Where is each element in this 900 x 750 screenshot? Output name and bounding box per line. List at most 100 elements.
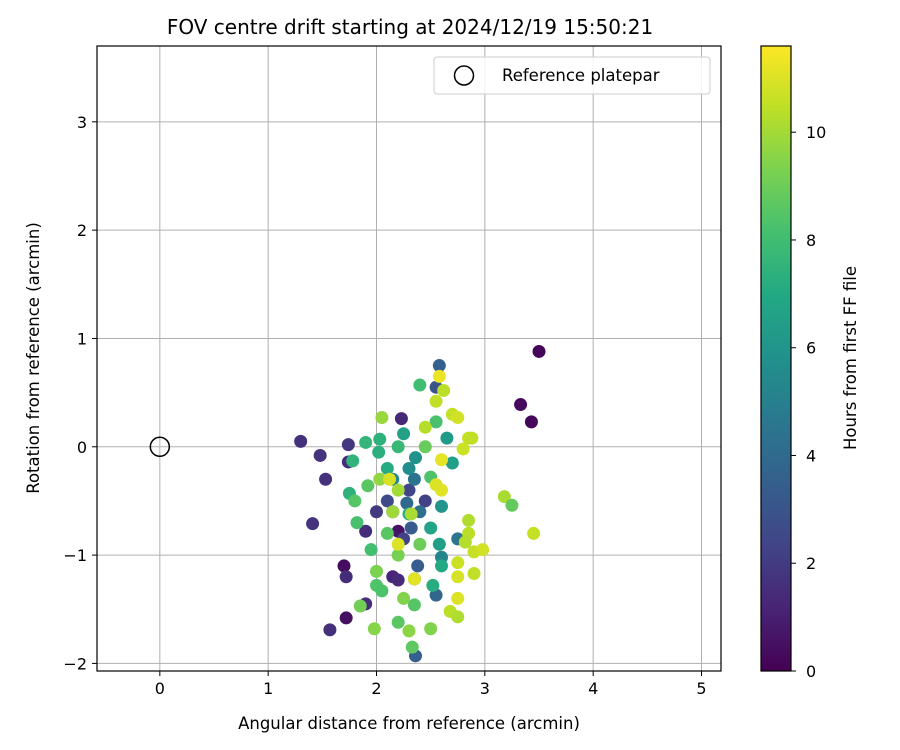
data-point xyxy=(380,461,394,475)
x-axis-label: Angular distance from reference (arcmin) xyxy=(238,714,580,733)
data-point xyxy=(437,383,451,397)
legend: Reference platepar xyxy=(433,56,711,95)
data-point xyxy=(413,378,427,392)
data-point xyxy=(418,420,432,434)
colorbar-tick-label: 0 xyxy=(806,662,816,681)
data-point xyxy=(402,624,416,638)
data-point xyxy=(451,570,465,584)
y-tick-label: 2 xyxy=(77,221,87,240)
data-point xyxy=(372,445,386,459)
x-tick-label: 5 xyxy=(696,679,706,698)
colorbar-tick-label: 2 xyxy=(806,554,816,573)
colorbar-gradient xyxy=(761,46,791,671)
data-point xyxy=(458,535,472,549)
data-point xyxy=(339,611,353,625)
data-point xyxy=(339,570,353,584)
x-tick-label: 1 xyxy=(263,679,273,698)
data-point xyxy=(413,537,427,551)
data-point xyxy=(370,564,383,578)
data-point xyxy=(404,521,418,535)
colorbar-frame xyxy=(760,45,792,672)
data-point xyxy=(476,543,490,557)
data-point xyxy=(424,521,438,535)
data-point xyxy=(341,438,355,452)
plot-frame xyxy=(96,45,722,672)
data-point xyxy=(313,448,327,462)
data-point xyxy=(407,472,421,486)
data-point xyxy=(524,415,538,429)
colorbar-tick-label: 6 xyxy=(806,339,816,358)
data-point xyxy=(391,548,405,562)
reference-marker-group xyxy=(149,436,171,458)
data-point xyxy=(451,591,465,605)
data-point xyxy=(532,344,546,358)
legend-entry-reference: Reference platepar xyxy=(502,66,660,85)
colorbar-tick-label: 4 xyxy=(806,446,816,465)
data-point xyxy=(364,543,378,557)
data-point xyxy=(467,567,481,581)
data-point xyxy=(353,599,367,613)
data-point xyxy=(429,394,443,408)
y-tick-label: −1 xyxy=(63,546,87,565)
data-point xyxy=(456,442,470,456)
data-point xyxy=(411,559,425,573)
x-tick-label: 0 xyxy=(155,679,165,698)
legend-box xyxy=(433,56,711,95)
data-point xyxy=(429,478,443,492)
y-axis-label: Rotation from reference (arcmin) xyxy=(24,222,43,494)
data-point xyxy=(465,431,479,445)
x-tick-label: 2 xyxy=(371,679,381,698)
data-point xyxy=(505,498,519,512)
data-point xyxy=(424,622,438,636)
data-point xyxy=(432,369,446,383)
data-point xyxy=(375,584,389,598)
data-point xyxy=(383,472,396,486)
x-axis-ticks: 0 1 2 3 4 5 xyxy=(155,671,707,698)
x-tick-label: 3 xyxy=(480,679,490,698)
data-point xyxy=(514,398,528,412)
reference-platepar-marker xyxy=(149,436,171,458)
data-point xyxy=(391,615,405,629)
data-point xyxy=(370,505,383,519)
data-point xyxy=(435,453,448,467)
data-point xyxy=(346,454,360,468)
y-tick-label: 3 xyxy=(77,113,87,132)
data-point xyxy=(323,623,337,637)
data-point xyxy=(319,472,333,486)
colorbar-ticks: 0 2 4 6 8 10 xyxy=(791,123,826,681)
data-point xyxy=(386,505,400,519)
data-point xyxy=(435,499,448,513)
data-point xyxy=(361,479,375,493)
data-point xyxy=(397,427,411,441)
data-point xyxy=(391,573,405,587)
y-tick-label: −2 xyxy=(63,654,87,673)
data-point xyxy=(402,483,416,497)
colorbar: 0 2 4 6 8 10 Hours from first FF file xyxy=(760,45,860,681)
data-point xyxy=(451,411,465,425)
data-point xyxy=(451,556,465,570)
y-tick-label: 0 xyxy=(77,438,87,457)
data-point xyxy=(375,411,389,425)
data-point xyxy=(306,517,320,531)
x-tick-label: 4 xyxy=(588,679,598,698)
data-point xyxy=(409,451,422,465)
data-point xyxy=(418,494,432,508)
data-point xyxy=(373,472,387,486)
data-point xyxy=(394,412,408,426)
data-points xyxy=(294,344,546,663)
data-point xyxy=(527,526,541,540)
colorbar-label: Hours from first FF file xyxy=(841,266,860,450)
colorbar-tick-label: 10 xyxy=(806,123,826,142)
data-point xyxy=(391,537,405,551)
y-tick-label: 1 xyxy=(77,329,87,348)
data-point xyxy=(348,494,362,508)
y-axis-ticks: −2 −1 0 1 2 3 xyxy=(63,113,97,673)
data-point xyxy=(418,440,432,454)
data-point xyxy=(405,640,419,654)
data-point xyxy=(426,578,440,592)
data-point xyxy=(407,598,421,612)
legend-reference-icon xyxy=(453,65,475,86)
data-point xyxy=(404,507,418,521)
data-point xyxy=(432,537,446,551)
data-point xyxy=(429,415,443,429)
